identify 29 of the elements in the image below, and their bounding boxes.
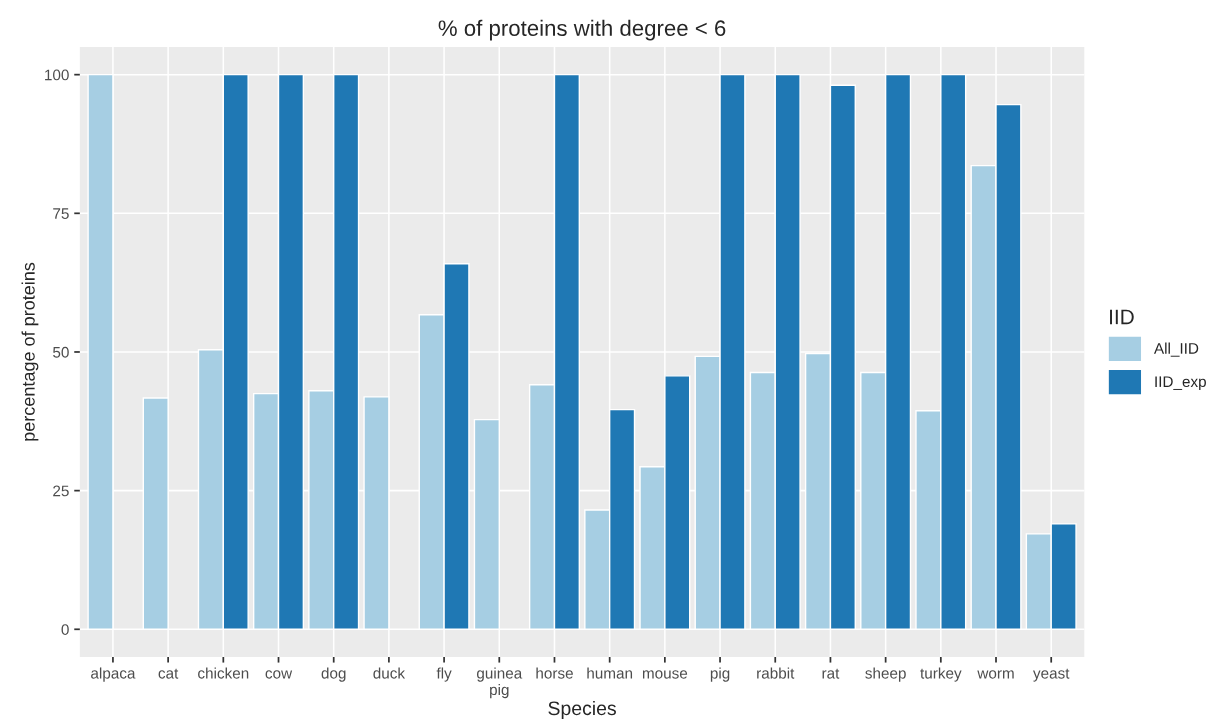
x-tick-label: alpaca	[91, 667, 136, 682]
x-tick-label: fly	[436, 667, 452, 682]
x-tick-label: horse	[536, 667, 573, 679]
y-tick-label: 25	[53, 485, 69, 497]
legend-label: IID_exp	[1155, 376, 1206, 391]
x-tick-label: rat	[822, 668, 840, 679]
y-axis-title: percentage of proteins	[21, 262, 39, 441]
legend-title: IID	[1110, 309, 1134, 325]
y-tick-label: 50	[53, 346, 69, 358]
x-tick-label: dog	[321, 667, 346, 682]
y-tick-label: 75	[53, 208, 69, 219]
y-tick-label: 100	[45, 69, 69, 81]
x-tick-label: mouse	[642, 670, 688, 679]
y-tick-label: 0	[61, 624, 69, 635]
x-tick-label: duck	[373, 667, 406, 679]
x-tick-label: chicken	[198, 667, 249, 679]
x-tick-label: cow	[265, 670, 293, 679]
legend-label: All_IID	[1153, 342, 1199, 357]
x-tick-label: worm	[977, 670, 1014, 679]
chart-title: % of proteins with degree < 6	[438, 19, 726, 41]
x-tick-label: yeast	[1032, 668, 1070, 682]
x-tick-label: rabbit	[757, 667, 795, 679]
x-tick-label: sheep	[865, 667, 906, 682]
x-tick-label: guinea pig	[476, 667, 523, 699]
x-tick-label: turkey	[920, 667, 962, 682]
x-axis-title: Species	[548, 700, 616, 720]
x-tick-label: pig	[710, 667, 730, 682]
x-tick-label: cat	[158, 668, 179, 679]
x-tick-label: human	[587, 667, 633, 679]
